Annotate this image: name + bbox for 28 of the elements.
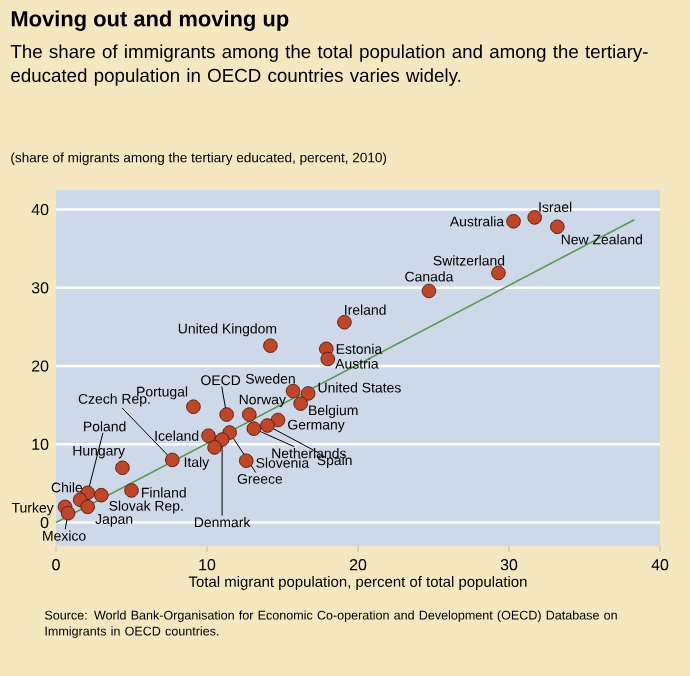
point — [260, 418, 275, 433]
point — [263, 338, 278, 353]
point — [238, 453, 254, 468]
chart-title: Moving out and moving up — [11, 10, 289, 31]
point — [337, 314, 352, 330]
point — [285, 383, 301, 399]
point — [186, 399, 201, 415]
point — [201, 428, 216, 443]
point — [300, 386, 316, 401]
point — [421, 283, 437, 299]
point — [60, 505, 76, 521]
point — [506, 214, 521, 229]
point — [124, 483, 139, 498]
point — [94, 487, 109, 503]
point — [80, 499, 95, 515]
point — [550, 219, 565, 235]
chart-subtitle: The share of immigrants among the total population and among the tertiary-educated population in OECD countries varies widely. — [10, 44, 648, 86]
point — [242, 407, 257, 422]
point — [491, 265, 506, 281]
point — [270, 412, 286, 428]
point — [115, 460, 130, 476]
point — [320, 351, 336, 367]
point — [165, 452, 180, 468]
point — [219, 407, 234, 422]
point — [246, 421, 262, 436]
point — [527, 210, 542, 225]
point — [207, 440, 222, 455]
point — [293, 396, 308, 411]
